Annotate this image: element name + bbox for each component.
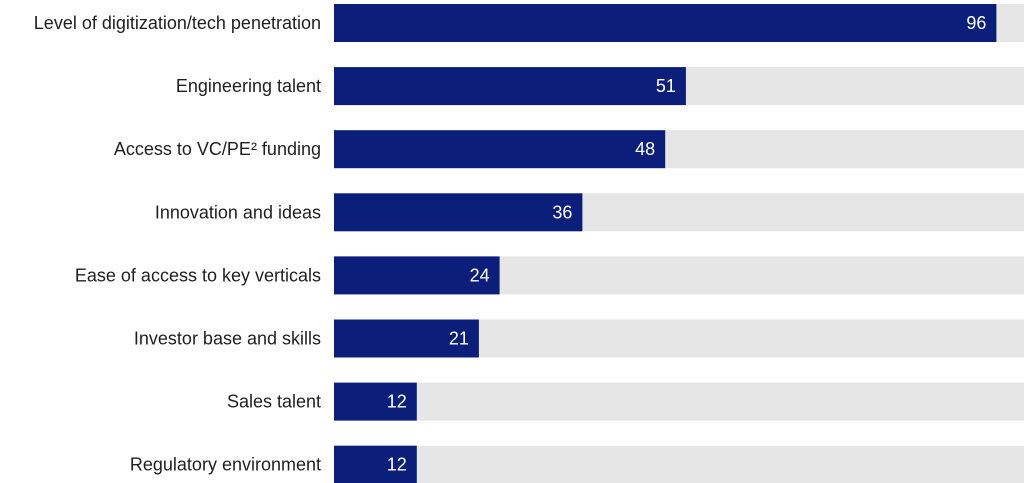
bar-row: Access to VC/PE² funding 48 — [114, 130, 1024, 169]
category-label: Access to VC/PE² funding — [114, 139, 321, 159]
bar-track — [334, 445, 1024, 483]
value-label: 51 — [656, 76, 676, 96]
category-label: Ease of access to key verticals — [75, 265, 321, 285]
bar-row: Engineering talent 51 — [176, 67, 1024, 106]
bar — [334, 193, 583, 232]
bar-row: Regulatory environment 12 — [130, 445, 1024, 483]
bar — [334, 130, 666, 169]
value-label: 96 — [966, 13, 986, 33]
value-label: 24 — [470, 265, 490, 285]
value-label: 48 — [635, 139, 655, 159]
bar — [334, 256, 500, 295]
value-label: 12 — [387, 455, 407, 475]
bar-row: Level of digitization/tech penetration 96 — [34, 4, 1024, 42]
bar-track — [334, 382, 1024, 421]
category-label: Innovation and ideas — [155, 202, 321, 222]
bar-row: Sales talent 12 — [227, 382, 1024, 421]
category-label: Level of digitization/tech penetration — [34, 13, 321, 33]
category-label: Engineering talent — [176, 76, 321, 96]
bar — [334, 382, 417, 421]
category-label: Regulatory environment — [130, 455, 321, 475]
bar-row: Innovation and ideas 36 — [155, 193, 1024, 232]
bar — [334, 4, 997, 42]
value-label: 12 — [387, 392, 407, 412]
bar — [334, 445, 417, 483]
value-label: 36 — [552, 202, 572, 222]
bar-row: Investor base and skills 21 — [134, 319, 1024, 358]
bar-row: Ease of access to key verticals 24 — [75, 256, 1024, 295]
value-label: 21 — [449, 329, 469, 349]
category-label: Investor base and skills — [134, 329, 321, 349]
bar — [334, 319, 479, 358]
bar — [334, 67, 686, 106]
category-label: Sales talent — [227, 392, 321, 412]
